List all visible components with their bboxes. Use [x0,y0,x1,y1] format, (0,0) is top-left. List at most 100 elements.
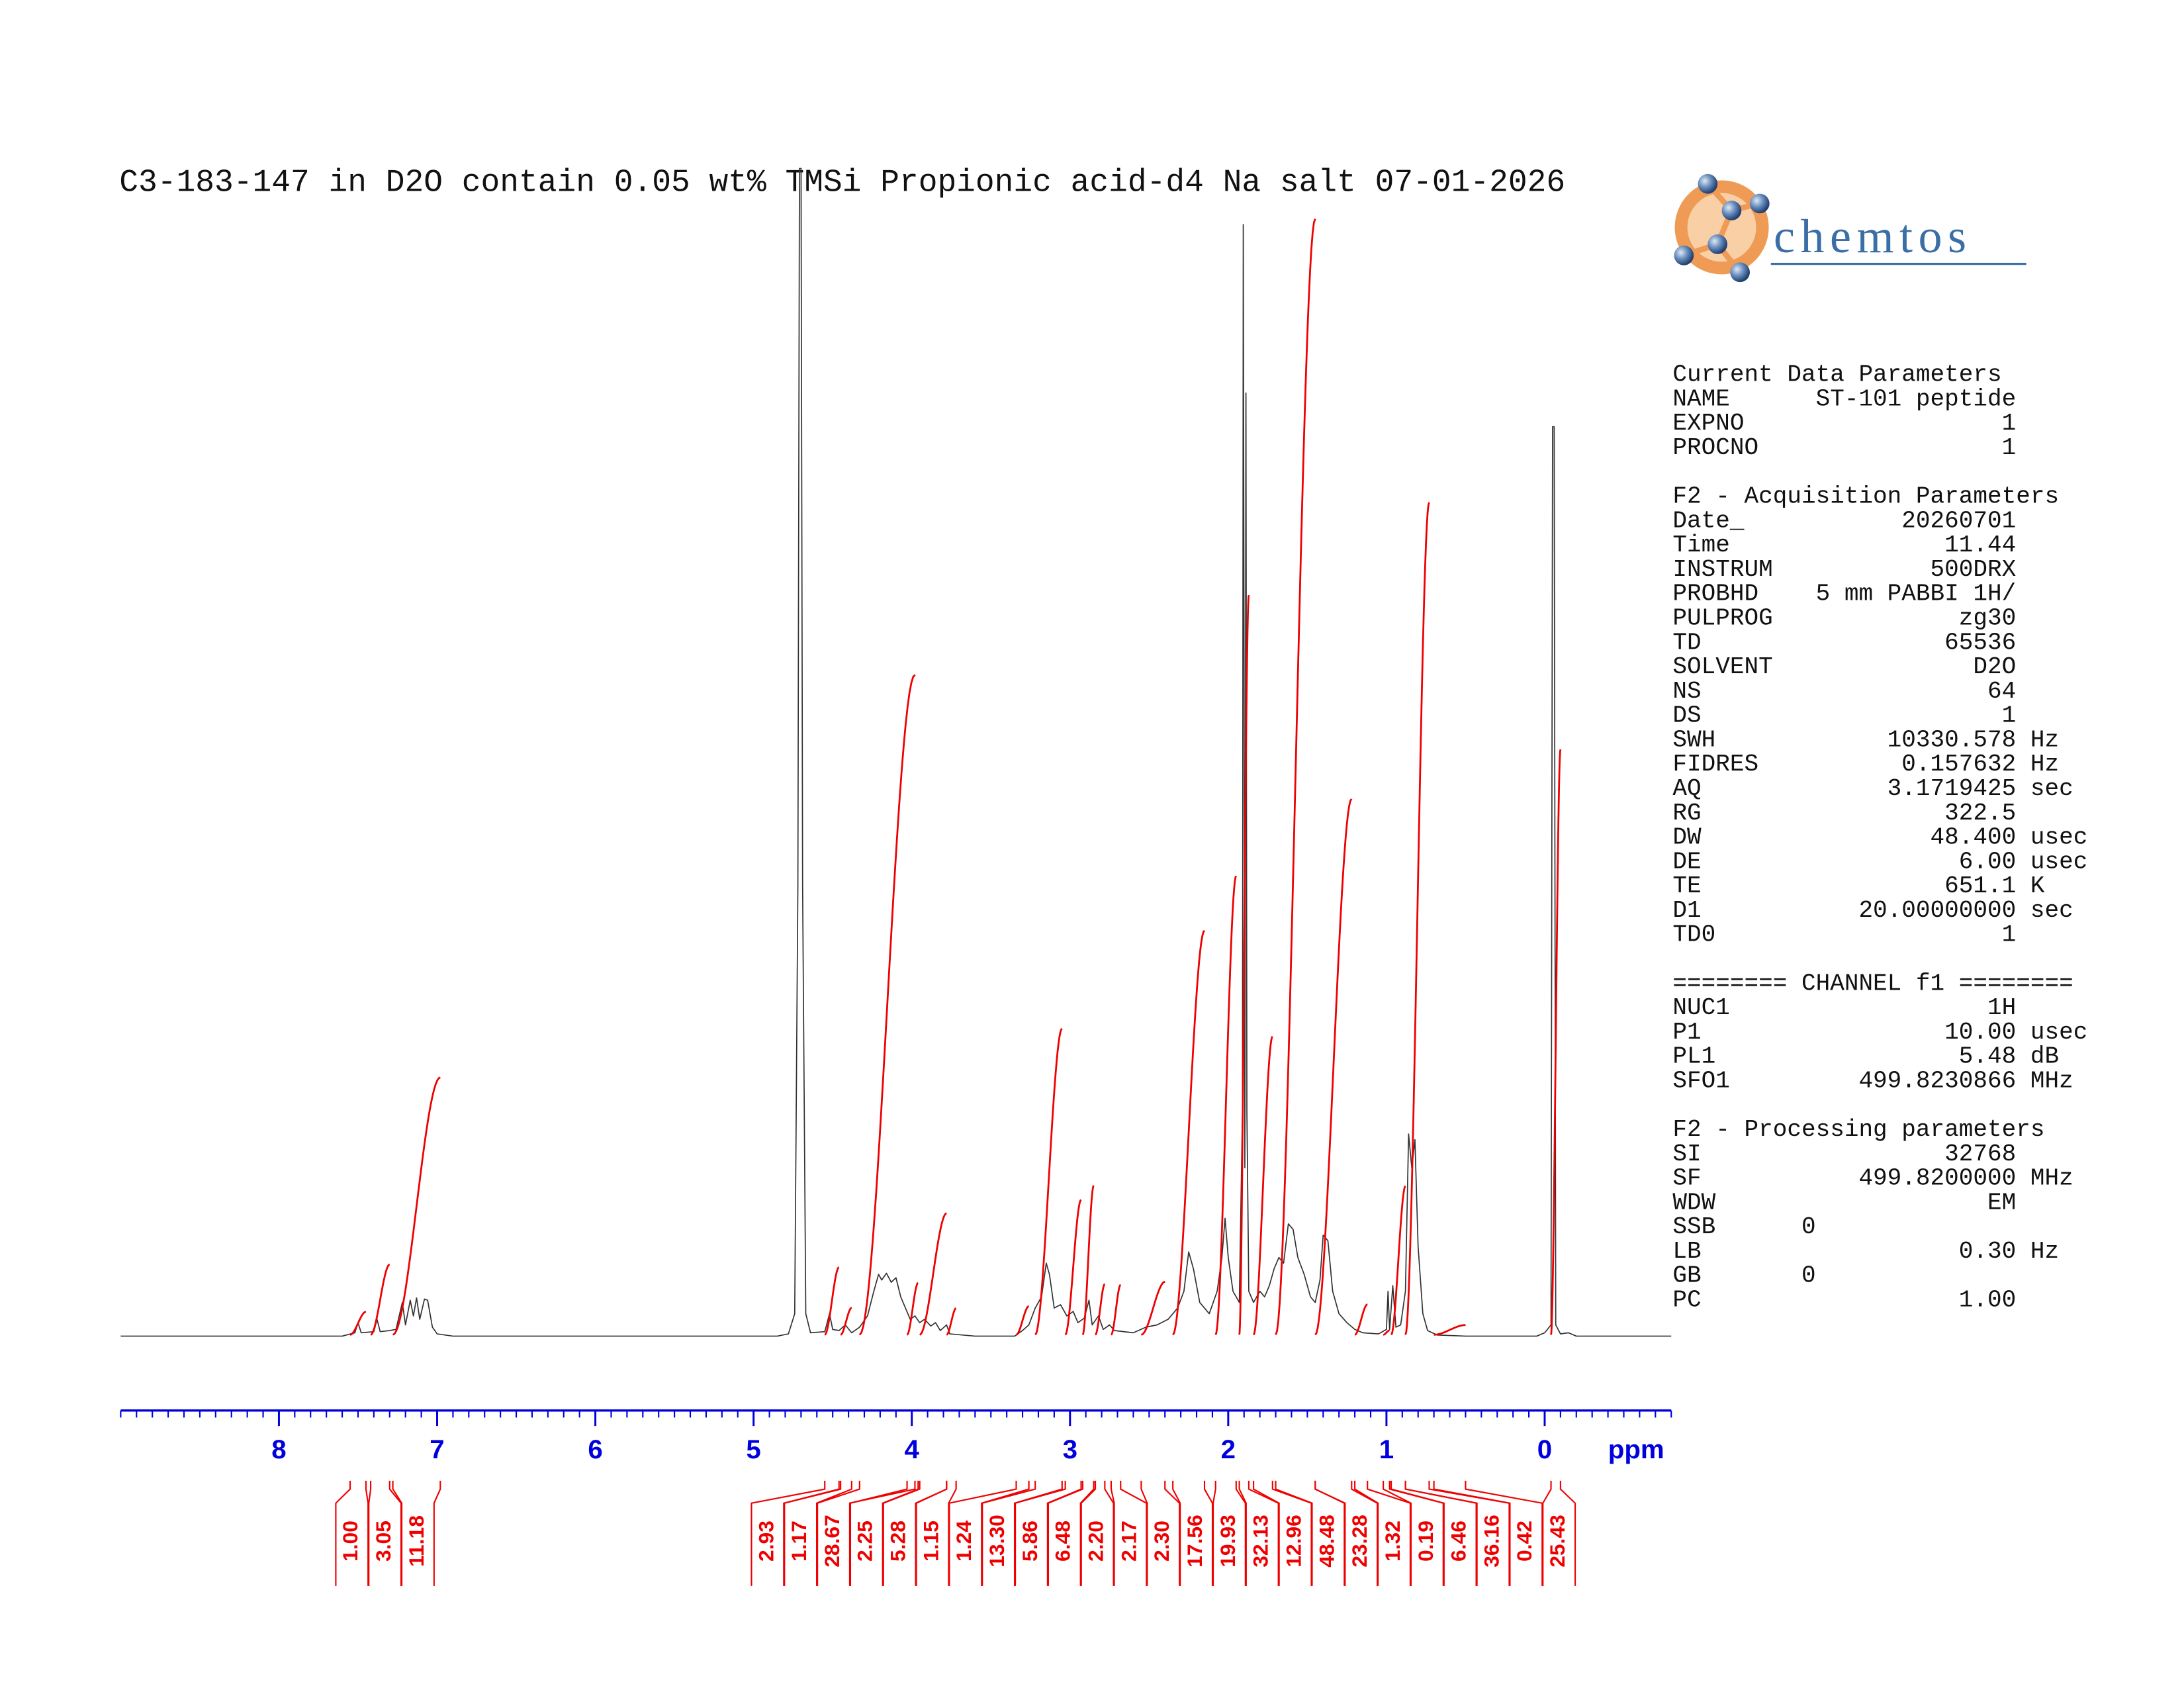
parameter-line: D1 20.00000000 sec [1672,897,2073,924]
integral-curve [1016,1305,1029,1336]
x-tick-label: 2 [1221,1434,1236,1464]
logo-atom [1721,201,1742,220]
integral-curve [1354,1303,1368,1336]
integral-label: 0.19 [1414,1521,1437,1562]
parameter-line: SF 499.8200000 MHz [1672,1165,2073,1192]
parameter-line: NUC1 1H [1672,994,2016,1021]
parameter-heading: ======== CHANNEL f1 ======== [1672,970,2073,997]
integral-bracket [392,1480,403,1586]
integral-bracket [1110,1480,1115,1586]
parameter-line: SSB 0 [1672,1213,1815,1241]
parameter-line: P1 10.00 usec [1672,1019,2087,1046]
parameter-line: PULPROG zg30 [1672,604,2016,632]
parameter-line: PROCNO 1 [1672,434,2016,461]
parameter-line: GB 0 [1672,1262,1815,1289]
integral-label: 1.00 [338,1521,362,1562]
parameter-line: INSTRUM 500DRX [1672,556,2016,583]
integral-bracket [1354,1480,1379,1586]
parameter-line: PL1 5.48 dB [1672,1043,2059,1070]
integral-label: 2.30 [1150,1521,1173,1562]
parameter-line: SFO1 499.8230866 MHz [1672,1067,2073,1094]
parameter-line: FIDRES 0.157632 Hz [1672,751,2059,778]
integral-curve [1314,798,1353,1336]
parameter-line: SWH 10330.578 Hz [1672,726,2059,753]
integral-bracket [817,1480,860,1586]
parameter-line: AQ 3.1719425 sec [1672,775,2073,802]
logo-graphic [1674,173,2026,283]
integral-curve [1238,594,1250,1335]
logo-text: chemtos [1774,210,1972,263]
integral-bracket [1080,1480,1097,1586]
integral-bracket [433,1480,441,1586]
logo-atom [1707,234,1728,254]
parameter-line: PC 1.00 [1672,1286,2016,1313]
integral-label: 1.32 [1381,1521,1404,1562]
integral-curve [370,1263,390,1336]
x-tick-label: 0 [1537,1434,1552,1464]
integral-label: 17.56 [1183,1515,1206,1568]
integral-bracket [335,1480,351,1586]
logo-atom [1749,193,1770,214]
integral-label: 1.24 [952,1521,976,1562]
integral-label: 6.46 [1447,1521,1471,1562]
integral-bracket [1212,1480,1216,1586]
integral-label: 2.20 [1084,1521,1108,1562]
x-tick-label: 3 [1063,1434,1077,1464]
integral-bracket [1559,1480,1576,1586]
parameter-line: EXPNO 1 [1672,410,2016,437]
parameter-heading: F2 - Processing parameters [1672,1116,2044,1143]
integral-bracket [849,1480,908,1586]
parameter-heading: F2 - Acquisition Parameters [1672,483,2059,510]
parameter-line: TE 651.1 K [1672,872,2045,900]
parameter-line: Date_ 20260701 [1672,507,2016,534]
parameter-line: DS 1 [1672,702,2016,729]
integral-label: 12.96 [1281,1515,1305,1568]
integral-bracket [1542,1480,1552,1586]
integral-curve [1064,1199,1082,1336]
integral-label: 2.17 [1116,1521,1140,1562]
logo-atom [1698,173,1718,194]
parameter-line: SOLVENT D2O [1672,653,2016,680]
integral-curve [1383,1329,1390,1336]
integral-bracket [1238,1480,1247,1586]
spectrum-line [120,167,1672,1337]
integral-label: 3.05 [371,1521,395,1562]
parameter-line: PROBHD 5 mm PABBI 1H/ [1672,581,2016,608]
integral-curve [906,1282,919,1336]
integral-bracket [915,1480,948,1586]
integral-bracket [1383,1480,1412,1586]
integral-label: 5.28 [886,1521,910,1562]
integral-label: 6.48 [1051,1521,1075,1562]
logo-atom [1730,262,1750,283]
parameter-line: TD0 1 [1672,921,2016,949]
integral-label: 5.86 [1018,1521,1042,1562]
integral-label: 13.30 [985,1515,1009,1568]
integral-bracket [1390,1480,1445,1586]
integral-bracket [1047,1480,1083,1586]
integral-curve [392,1076,441,1336]
parameter-line: SI 32768 [1672,1141,2016,1168]
parameter-line: Time 11.44 [1672,532,2016,559]
x-tick-label: 1 [1379,1434,1394,1464]
integral-bracket [1015,1480,1066,1586]
integral-bracket [751,1480,826,1586]
integral-curve [1390,1185,1406,1336]
integral-curve [1404,502,1430,1335]
integral-curve [1111,1284,1121,1336]
integral-curve [1275,218,1316,1335]
integral-bracket [1172,1480,1181,1586]
x-tick-label: 7 [430,1434,444,1464]
integral-bracket [784,1480,842,1586]
integral-label: 32.13 [1249,1515,1273,1568]
parameter-heading: Current Data Parameters [1672,361,2001,389]
integral-curve [1034,1027,1063,1336]
x-tick-label: 5 [746,1434,760,1464]
integral-label: 2.25 [853,1521,877,1562]
x-tick-label: 4 [905,1434,920,1464]
integral-curve [1095,1283,1106,1336]
integral-bracket [882,1480,921,1586]
integral-label: 48.48 [1314,1515,1338,1568]
integral-label: 2.93 [754,1521,778,1562]
integral-label: 28.67 [820,1515,844,1568]
